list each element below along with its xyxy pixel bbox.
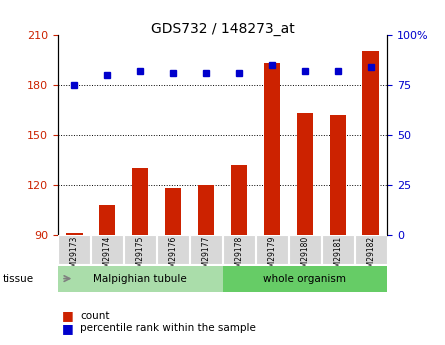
Text: tissue: tissue — [2, 275, 33, 284]
Text: GSM29178: GSM29178 — [235, 236, 243, 277]
Bar — [66, 233, 83, 235]
Bar — [231, 165, 247, 235]
FancyBboxPatch shape — [190, 235, 222, 264]
Text: GSM29182: GSM29182 — [366, 236, 375, 277]
FancyBboxPatch shape — [157, 235, 189, 264]
FancyBboxPatch shape — [58, 266, 222, 292]
Bar — [165, 188, 182, 235]
Text: whole organism: whole organism — [263, 274, 346, 284]
FancyBboxPatch shape — [256, 235, 288, 264]
Bar — [296, 113, 313, 235]
FancyBboxPatch shape — [223, 235, 255, 264]
Text: GSM29175: GSM29175 — [136, 236, 145, 277]
Text: GSM29177: GSM29177 — [202, 236, 210, 277]
Text: percentile rank within the sample: percentile rank within the sample — [80, 324, 256, 333]
Text: GSM29181: GSM29181 — [333, 236, 342, 277]
Text: Malpighian tubule: Malpighian tubule — [93, 274, 187, 284]
Bar — [362, 51, 379, 235]
Text: count: count — [80, 311, 109, 321]
Bar — [132, 168, 149, 235]
FancyBboxPatch shape — [91, 235, 123, 264]
FancyBboxPatch shape — [355, 235, 387, 264]
Text: GDS732 / 148273_at: GDS732 / 148273_at — [150, 22, 295, 37]
FancyBboxPatch shape — [222, 266, 387, 292]
Bar — [330, 115, 346, 235]
FancyBboxPatch shape — [322, 235, 354, 264]
Text: ■: ■ — [62, 309, 74, 322]
Bar — [198, 185, 214, 235]
FancyBboxPatch shape — [58, 235, 90, 264]
FancyBboxPatch shape — [289, 235, 321, 264]
Text: GSM29176: GSM29176 — [169, 236, 178, 277]
Text: GSM29174: GSM29174 — [103, 236, 112, 277]
Text: ■: ■ — [62, 322, 74, 335]
Text: GSM29180: GSM29180 — [300, 236, 309, 277]
Text: GSM29179: GSM29179 — [267, 236, 276, 277]
FancyBboxPatch shape — [124, 235, 156, 264]
Bar — [264, 63, 280, 235]
Bar — [99, 205, 116, 235]
Text: GSM29173: GSM29173 — [70, 236, 79, 277]
